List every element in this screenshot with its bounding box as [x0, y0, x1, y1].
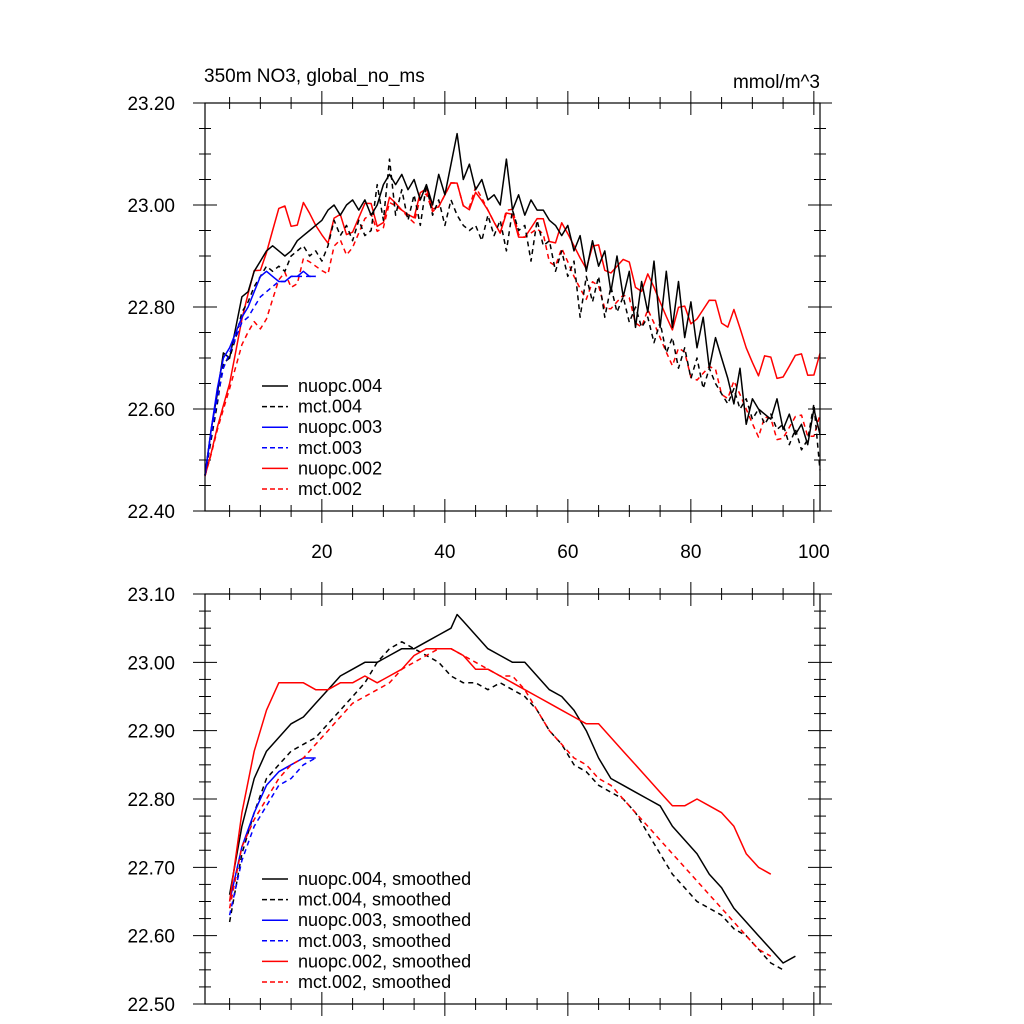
- y-tick-label: 22.80: [127, 298, 175, 319]
- top-legend: nuopc.004mct.004nuopc.003mct.003nuopc.00…: [262, 376, 382, 499]
- chart-title: 350m NO3, global_no_ms: [204, 66, 425, 87]
- series-line-nuopc-003-smoothed: [228, 757, 316, 902]
- y-tick-label: 22.90: [127, 722, 175, 743]
- y-tick-label: 23.10: [127, 585, 175, 606]
- x-tick-label: 20: [311, 542, 332, 563]
- x-tick-label: 100: [798, 542, 830, 563]
- legend-label: mct.002: [298, 479, 362, 499]
- legend-label: nuopc.002: [298, 458, 382, 478]
- bottom-plot-frame: [204, 593, 821, 1005]
- series-line-mct-003: [204, 275, 316, 476]
- units-label: mmol/m^3: [733, 72, 820, 93]
- y-tick-label: 23.00: [127, 653, 175, 674]
- series-line-nuopc-004: [204, 132, 821, 476]
- y-tick-label: 22.70: [127, 858, 175, 879]
- bottom-series-group: [228, 613, 796, 971]
- x-tick-label: 40: [434, 542, 455, 563]
- top-panel: 350m NO3, global_no_ms mmol/m^3 22.4022.…: [127, 66, 832, 563]
- y-tick-label: 22.60: [127, 927, 175, 948]
- series-line-mct-003-smoothed: [228, 757, 317, 916]
- series-line-mct-004-smoothed: [228, 641, 784, 971]
- top-y-tick-labels: 22.40 22.60 22.80 23.00 23.20: [127, 94, 175, 523]
- legend-label: nuopc.002, smoothed: [298, 951, 471, 971]
- x-tick-label: 80: [680, 542, 701, 563]
- y-tick-label: 22.60: [127, 400, 175, 421]
- legend-label: mct.003, smoothed: [298, 931, 451, 951]
- y-tick-label: 22.40: [127, 502, 175, 523]
- series-line-mct-004: [204, 158, 821, 476]
- y-tick-label: 22.80: [127, 790, 175, 811]
- top-x-tick-labels: 20 40 60 80 100: [311, 542, 829, 563]
- legend-label: nuopc.004, smoothed: [298, 869, 471, 889]
- legend-label: nuopc.004: [298, 376, 382, 396]
- series-line-mct-002-smoothed: [228, 647, 772, 957]
- y-tick-label: 22.50: [127, 995, 175, 1016]
- legend-label: mct.003: [298, 438, 362, 458]
- bottom-y-tick-labels: 22.50 22.60 22.70 22.80 22.90 23.00 23.10: [127, 585, 175, 1016]
- y-tick-label: 23.00: [127, 196, 175, 217]
- legend-label: mct.004, smoothed: [298, 890, 451, 910]
- series-line-nuopc-004-smoothed: [228, 613, 796, 964]
- legend-label: mct.004: [298, 397, 362, 417]
- bottom-panel: 22.50 22.60 22.70 22.80 22.90 23.00 23.10 nuop…: [127, 582, 832, 1016]
- top-series-group: [204, 132, 821, 477]
- legend-label: nuopc.003: [298, 417, 382, 437]
- legend-label: nuopc.003, smoothed: [298, 910, 471, 930]
- legend-label: mct.002, smoothed: [298, 972, 451, 992]
- y-tick-label: 23.20: [127, 94, 175, 115]
- x-tick-label: 60: [557, 542, 578, 563]
- top-plot-frame: [204, 102, 821, 512]
